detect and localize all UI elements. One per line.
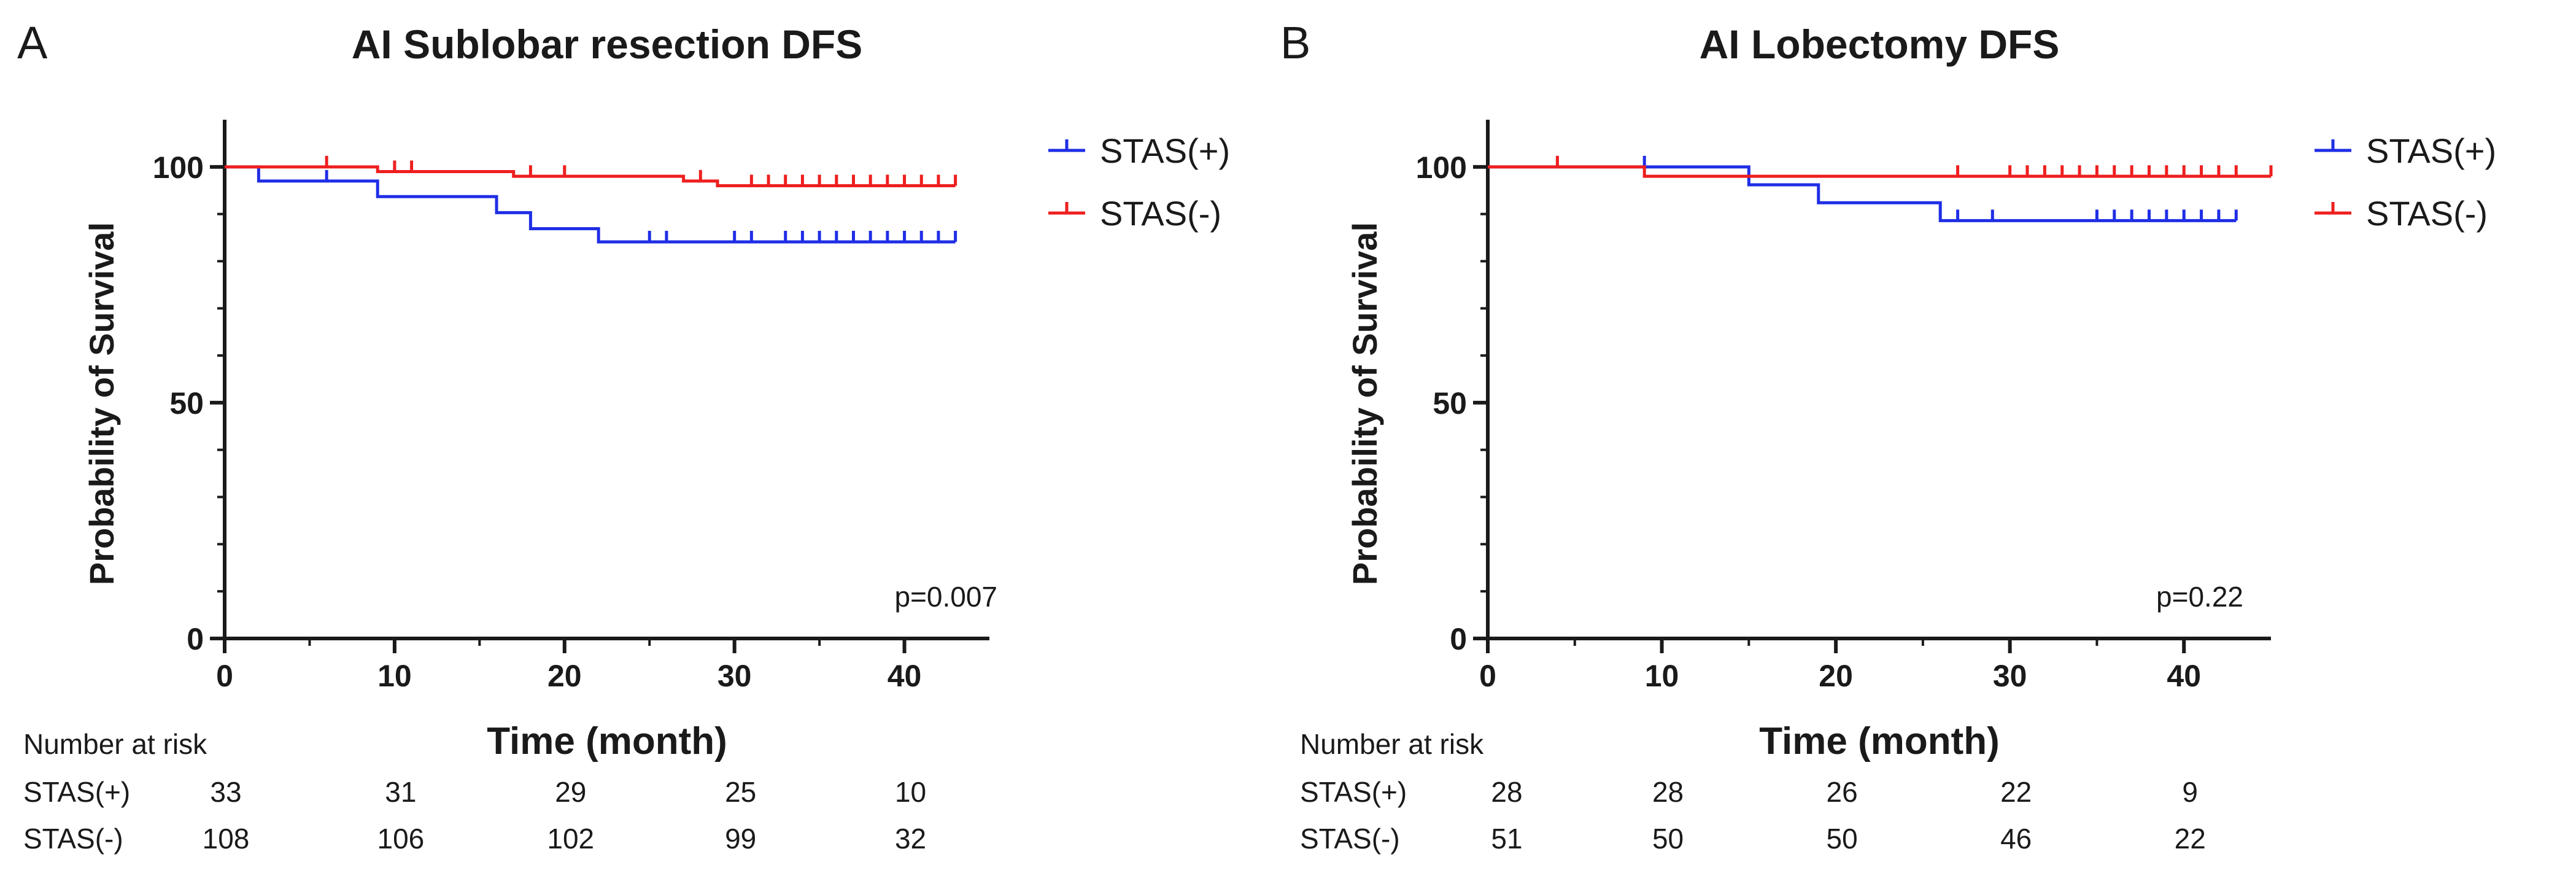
risk-value: 28	[1652, 776, 1684, 808]
risk-value: 25	[725, 776, 756, 808]
x-tick-label: 20	[547, 659, 582, 693]
legend-label: STAS(+)	[2366, 131, 2496, 170]
risk-table-header: Number at risk	[1300, 728, 1484, 760]
p-value: p=0.007	[894, 581, 997, 613]
risk-value: 46	[2000, 823, 2032, 855]
risk-value: 51	[1491, 823, 1522, 855]
km-curve-stas-neg	[225, 165, 956, 188]
risk-value: 10	[895, 776, 926, 808]
y-tick-label: 50	[1433, 386, 1467, 421]
panel-label: A	[17, 17, 48, 68]
y-axis-title: Probability of Survival	[82, 222, 121, 585]
x-tick-label: 10	[377, 659, 412, 693]
risk-row-label: STAS(+)	[1300, 776, 1407, 808]
risk-value: 22	[2000, 776, 2032, 808]
risk-value: 9	[2182, 776, 2198, 808]
risk-value: 31	[385, 776, 416, 808]
km-curve-stas-neg	[1488, 165, 2271, 178]
y-tick-label: 0	[187, 622, 204, 656]
x-axis-title: Time (month)	[487, 720, 727, 762]
km-curve-stas-pos	[225, 165, 956, 244]
risk-table-header: Number at risk	[23, 728, 207, 760]
panel-a: A AI Sublobar resection DFS 0 50 100 0 10 20 30 4…	[17, 17, 1230, 855]
risk-row-label: STAS(+)	[23, 776, 130, 808]
x-tick-label: 0	[1479, 659, 1496, 693]
x-tick-label: 30	[1993, 659, 2027, 693]
risk-value: 32	[895, 823, 926, 855]
legend-label: STAS(-)	[2366, 194, 2488, 233]
legend-label: STAS(-)	[1100, 194, 1221, 233]
x-tick-label: 30	[717, 659, 752, 693]
risk-value: 29	[555, 776, 586, 808]
p-value: p=0.22	[2156, 581, 2243, 613]
chart-title: AI Sublobar resection DFS	[352, 21, 862, 67]
x-axis-title: Time (month)	[1759, 720, 2000, 762]
risk-value: 33	[210, 776, 241, 808]
y-tick-label: 0	[1450, 622, 1467, 656]
risk-value: 26	[1827, 776, 1858, 808]
y-tick-label: 100	[1416, 150, 1467, 185]
risk-value: 50	[1827, 823, 1858, 855]
risk-value: 106	[377, 823, 425, 855]
risk-value: 99	[725, 823, 756, 855]
panel-label: B	[1280, 17, 1310, 68]
risk-row-label: STAS(-)	[1300, 823, 1400, 855]
x-tick-label: 40	[888, 659, 922, 693]
km-curve-stas-pos	[1488, 165, 2237, 222]
y-tick-label: 100	[153, 150, 204, 185]
risk-value: 108	[203, 823, 250, 855]
risk-row-label: STAS(-)	[23, 823, 123, 855]
legend-label: STAS(+)	[1100, 131, 1230, 170]
panel-b: B AI Lobectomy DFS 0 50 100 0 10 20 30 40 Probabil…	[1280, 17, 2496, 855]
chart-title: AI Lobectomy DFS	[1700, 21, 2060, 67]
x-tick-label: 10	[1645, 659, 1679, 693]
x-tick-label: 40	[2167, 659, 2201, 693]
risk-value: 28	[1491, 776, 1522, 808]
x-tick-label: 20	[1819, 659, 1853, 693]
y-tick-label: 50	[169, 386, 204, 421]
x-tick-label: 0	[216, 659, 233, 693]
risk-value: 22	[2175, 823, 2206, 855]
y-axis-title: Probability of Survival	[1345, 222, 1384, 585]
risk-value: 50	[1652, 823, 1684, 855]
risk-value: 102	[547, 823, 594, 855]
